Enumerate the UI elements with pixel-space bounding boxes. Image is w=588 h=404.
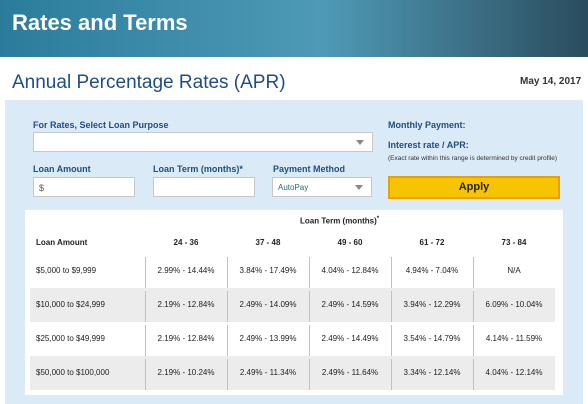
column-header: 24 - 36 xyxy=(173,238,199,247)
rate-cell: 2.49% - 14.49% xyxy=(321,334,379,343)
column-divider xyxy=(309,291,310,322)
column-divider xyxy=(309,359,310,390)
rate-cell: N/A xyxy=(507,266,521,275)
column-header: 73 - 84 xyxy=(501,238,527,247)
column-divider xyxy=(391,291,392,322)
loan-amount-label: Loan Amount xyxy=(33,164,91,174)
column-divider xyxy=(473,325,474,356)
column-header: Loan Amount xyxy=(36,238,88,247)
apply-button[interactable]: Apply xyxy=(388,176,560,199)
group-header-mark: * xyxy=(376,216,380,222)
rate-cell: 4.94% - 7.04% xyxy=(405,266,459,275)
column-divider xyxy=(309,325,310,356)
banner-title: Rates and Terms xyxy=(12,10,188,35)
column-divider xyxy=(473,257,474,288)
column-divider xyxy=(473,291,474,322)
rates-table: Loan Term (months)* Loan Amount 24 - 36 37… xyxy=(25,210,563,395)
rate-cell: 2.19% - 12.84% xyxy=(157,300,215,309)
monthly-payment-label: Monthly Payment: xyxy=(388,120,466,130)
interest-rate-label: Interest rate / APR: xyxy=(388,140,469,150)
column-divider xyxy=(391,325,392,356)
column-divider xyxy=(145,257,146,288)
row-stripe xyxy=(30,356,555,390)
column-divider xyxy=(227,257,228,288)
rate-cell: 2.49% - 14.09% xyxy=(239,300,297,309)
column-divider xyxy=(309,257,310,288)
column-divider xyxy=(145,325,146,356)
rate-cell: 4.14% - 11.59% xyxy=(485,334,543,343)
column-header: 37 - 48 xyxy=(255,238,281,247)
rate-cell: 2.49% - 14.59% xyxy=(321,300,379,309)
column-divider xyxy=(227,359,228,390)
row-stripe xyxy=(30,288,555,322)
column-divider xyxy=(227,325,228,356)
amount-cell: $5,000 to $9,999 xyxy=(36,266,97,275)
loan-term-input[interactable] xyxy=(153,177,255,197)
rate-cell: 4.04% - 12.84% xyxy=(321,266,379,275)
rate-cell: 2.99% - 14.44% xyxy=(157,266,215,275)
amount-cell: $10,000 to $24,999 xyxy=(36,300,105,309)
loan-term-label: Loan Term (months)* xyxy=(153,164,243,174)
column-header: 61 - 72 xyxy=(419,238,445,247)
page-date: May 14, 2017 xyxy=(520,76,582,87)
loan-purpose-select[interactable] xyxy=(33,132,373,152)
column-divider xyxy=(391,257,392,288)
column-divider xyxy=(391,359,392,390)
rate-cell: 3.84% - 17.49% xyxy=(239,266,297,275)
loan-amount-input[interactable]: $ xyxy=(33,177,135,197)
rate-cell: 3.94% - 12.29% xyxy=(403,300,461,309)
column-divider xyxy=(145,359,146,390)
rate-cell: 6.09% - 10.04% xyxy=(485,300,543,309)
rate-cell: 2.49% - 11.34% xyxy=(239,368,297,377)
rate-cell: 3.34% - 12.14% xyxy=(403,368,461,377)
rate-note: (Exact rate within this range is determi… xyxy=(388,155,558,162)
loan-purpose-label: For Rates, Select Loan Purpose xyxy=(33,120,169,130)
payment-method-value: AutoPay xyxy=(278,183,309,192)
group-header-text: Loan Term (months) xyxy=(300,216,377,226)
rate-cell: 2.19% - 12.84% xyxy=(157,334,215,343)
rate-cell: 3.54% - 14.79% xyxy=(403,334,461,343)
payment-method-select[interactable]: AutoPay xyxy=(272,177,372,197)
rate-cell: 2.49% - 11.64% xyxy=(321,368,379,377)
amount-cell: $50,000 to $100,000 xyxy=(36,368,110,377)
rate-cell: 2.19% - 10.24% xyxy=(157,368,215,377)
page-title: Annual Percentage Rates (APR) xyxy=(12,72,286,93)
rate-cell: 2.49% - 13.99% xyxy=(239,334,297,343)
column-divider xyxy=(227,291,228,322)
column-header: 49 - 60 xyxy=(337,238,363,247)
banner xyxy=(0,0,588,57)
rate-cell: 4.04% - 12.14% xyxy=(485,368,543,377)
group-header: Loan Term (months)* xyxy=(300,216,379,226)
column-divider xyxy=(145,291,146,322)
payment-method-label: Payment Method xyxy=(273,164,346,174)
amount-cell: $25,000 to $49,999 xyxy=(36,334,105,343)
column-divider xyxy=(473,359,474,390)
